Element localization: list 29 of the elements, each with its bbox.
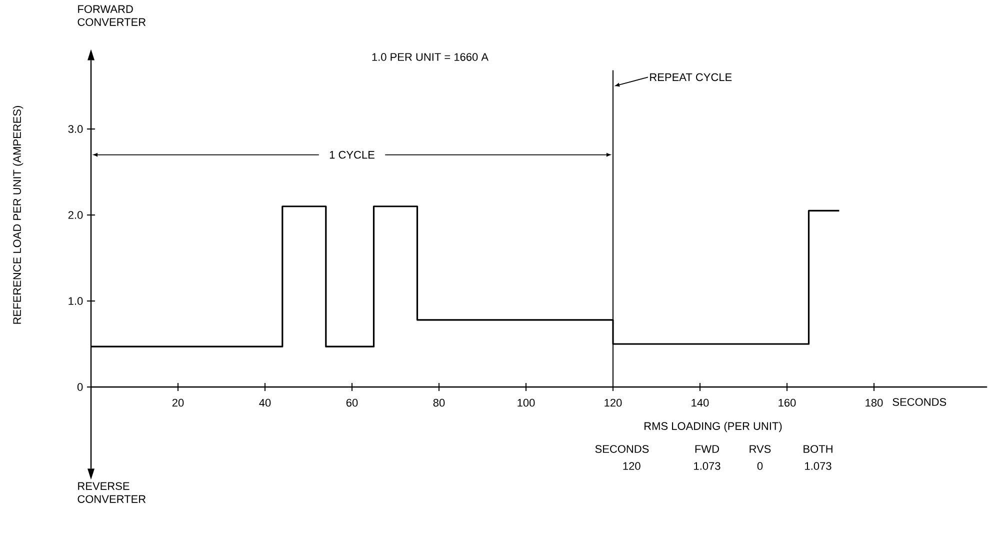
- annotation: 120: [623, 462, 640, 470]
- x-tick-label: 100: [518, 398, 535, 407]
- annotation: SECONDS: [595, 445, 649, 453]
- ref-line-label: REPEAT CYCLE: [650, 73, 732, 82]
- y-axis-title: REFERENCE LOAD PER UNIT (AMPERES): [12, 106, 24, 324]
- y-tick-label: 1.0: [68, 297, 83, 305]
- text: REVERSE CONVERTER: [78, 482, 146, 503]
- x-tick-label: 40: [259, 398, 271, 407]
- x-tick-label: 180: [866, 398, 883, 407]
- x-tick-label: 80: [433, 398, 445, 407]
- y-tick-label: 3.0: [68, 125, 83, 133]
- x-axis-title: SECONDS: [892, 398, 946, 406]
- x-tick-label: 60: [346, 398, 358, 407]
- chart-subtitle: 1.0 PER UNIT = 1660 A: [372, 53, 489, 61]
- x-tick-label: 20: [172, 398, 184, 407]
- annotation: 1 CYCLE: [330, 150, 374, 159]
- annotation: 1.073: [805, 462, 832, 470]
- annotation: BOTH: [804, 445, 832, 453]
- annotation: RMS LOADING (PER UNIT): [644, 422, 782, 432]
- x-tick-label: 120: [604, 398, 622, 407]
- annotation: FWD: [695, 445, 720, 453]
- text: FORWARD CONVERTER: [78, 5, 146, 26]
- annotation: 0: [757, 462, 763, 470]
- annotation: RVS: [750, 445, 771, 453]
- annotation: 1.073: [694, 462, 720, 470]
- x-tick-label: 160: [778, 398, 796, 407]
- x-tick-label: 140: [692, 398, 709, 407]
- y-tick-label: 2.0: [68, 211, 83, 219]
- y-tick-label: 0: [77, 383, 83, 391]
